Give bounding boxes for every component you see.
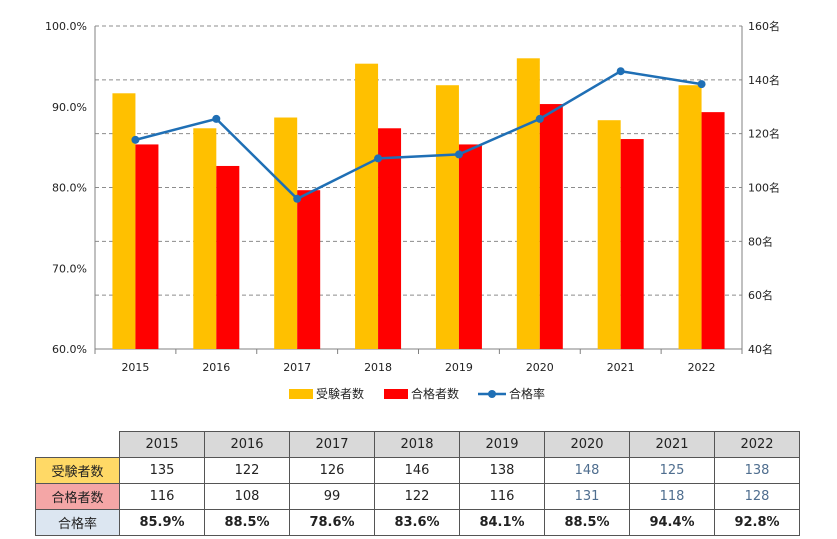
table-cell: 94.4% [629,509,715,536]
right-axis-tick-label: 160名 [748,19,780,33]
legend-marker-pass-rate [488,390,496,398]
x-axis-tick-label: 2016 [202,361,230,374]
table-cell: 128 [714,483,800,510]
right-axis-tick-label: 140名 [748,73,780,87]
bar-passers [135,144,159,349]
table-cell: 88.5% [204,509,290,536]
bar-applicants [193,128,217,349]
table-cell: 108 [204,483,290,510]
table-cell: 122 [374,483,460,510]
right-axis-tick-label: 100名 [748,181,780,195]
x-axis-tick-label: 2019 [445,361,473,374]
legend-label-pass-rate: 合格率 [509,386,545,401]
pass-rate-point [616,67,625,76]
pass-rate-point [212,114,221,123]
x-axis-tick-label: 2021 [607,361,635,374]
bar-applicants [516,58,540,350]
legend-label-applicants: 受験者数 [316,386,364,401]
table-row-passers: 合格者数 116 108 99 122 116 131 118 128 [35,483,800,510]
year-header: 2017 [289,431,375,458]
x-axis-tick-label: 2017 [283,361,311,374]
table-cell: 126 [289,457,375,484]
year-header: 2018 [374,431,460,458]
pass-rate-point [697,80,706,89]
legend-label-passers: 合格者数 [411,386,459,401]
year-header: 2016 [204,431,290,458]
table-row-pass-rate: 合格率 85.9% 88.5% 78.6% 83.6% 84.1% 88.5% … [35,509,800,536]
x-axis-tick-label: 2015 [121,361,149,374]
table-cell: 122 [204,457,290,484]
legend-swatch-applicants [289,389,313,399]
row-label-applicants: 受験者数 [35,457,120,484]
year-header: 2020 [544,431,630,458]
table-cell: 83.6% [374,509,460,536]
table-cell: 116 [459,483,545,510]
bar-applicants [435,85,459,349]
x-axis-tick-label: 2022 [688,361,716,374]
bar-applicants [597,120,621,349]
table-cell: 138 [714,457,800,484]
table-cell: 84.1% [459,509,545,536]
bar-passers [458,144,482,349]
data-table: 2015 2016 2017 2018 2019 2020 2021 2022 … [35,431,800,536]
bar-passers [539,104,563,349]
left-axis-tick-label: 100.0% [45,20,87,33]
bar-passers [297,190,321,349]
table-cell: 78.6% [289,509,375,536]
table-cell: 99 [289,483,375,510]
left-axis-tick-label: 60.0% [52,343,87,356]
left-axis-tick-label: 70.0% [52,262,87,275]
year-header: 2022 [714,431,800,458]
table-cell: 146 [374,457,460,484]
bar-passers [701,112,725,349]
bar-applicants [355,63,379,349]
x-axis-tick-label: 2018 [364,361,392,374]
table-cell: 125 [629,457,715,484]
table-cell: 138 [459,457,545,484]
right-axis-tick-label: 60名 [748,288,773,302]
bar-applicants [678,85,702,349]
x-axis-tick-label: 2020 [526,361,554,374]
left-axis-tick-label: 90.0% [52,101,87,114]
pass-rate-point [131,135,140,144]
bar-applicants [274,117,298,350]
bar-applicants [112,93,136,350]
right-axis-tick-label: 40名 [748,342,773,356]
pass-rate-point [374,154,383,163]
table-cell: 92.8% [714,509,800,536]
row-label-passers: 合格者数 [35,483,120,510]
table-cell: 131 [544,483,630,510]
year-header: 2021 [629,431,715,458]
combo-chart: 40名 60名 80名 100名 120名 140名 160名 60.0% 70.0% 80.0%… [45,19,780,401]
row-label-pass-rate: 合格率 [35,509,120,536]
table-cell: 116 [119,483,205,510]
pass-rate-line [135,69,702,201]
pass-rate-point [293,194,302,203]
bar-passers [620,139,644,349]
table-cell: 135 [119,457,205,484]
table-cell: 88.5% [544,509,630,536]
table-header-row: 2015 2016 2017 2018 2019 2020 2021 2022 [35,431,800,458]
table-row-applicants: 受験者数 135 122 126 146 138 148 125 138 [35,457,800,484]
table-cell: 148 [544,457,630,484]
bar-passers [378,128,402,349]
pass-rate-point [535,114,544,123]
bar-passers [216,165,240,349]
pass-rate-point [454,150,463,159]
table-corner-cell [35,431,120,458]
right-axis-tick-label: 120名 [748,127,780,141]
right-axis-tick-label: 80名 [748,234,773,248]
table-cell: 118 [629,483,715,510]
year-header: 2015 [119,431,205,458]
table-cell: 85.9% [119,509,205,536]
left-axis-tick-label: 80.0% [52,182,87,195]
legend-swatch-passers [384,389,408,399]
year-header: 2019 [459,431,545,458]
